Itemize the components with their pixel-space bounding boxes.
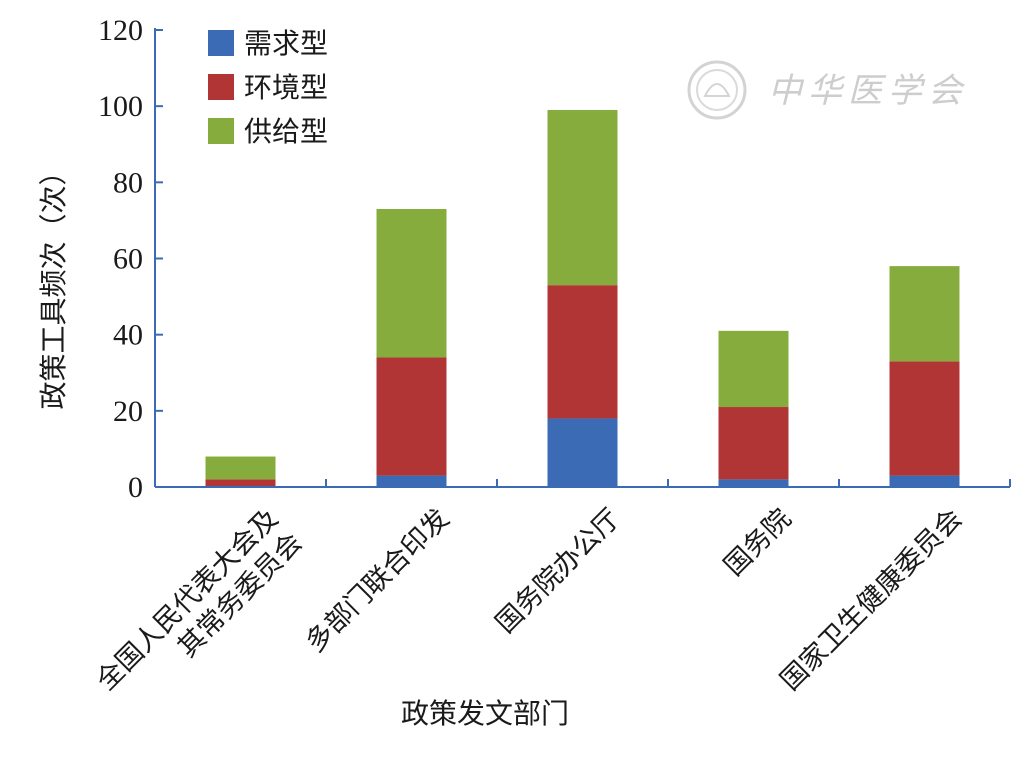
legend-swatch	[208, 74, 234, 100]
legend-label: 环境型	[244, 71, 328, 104]
x-category-label-line: 国家卫生健康委员会	[775, 503, 969, 697]
y-tick-label: 100	[98, 90, 143, 123]
bar-segment	[376, 357, 447, 476]
x-category-label-line: 国务院	[718, 503, 797, 582]
y-tick-label: 20	[113, 395, 143, 428]
bar-segment	[547, 109, 618, 286]
watermark: 中华医学会	[687, 60, 968, 120]
bar-segment	[889, 266, 960, 362]
y-tick-label: 80	[113, 166, 143, 199]
bar-segment	[547, 418, 618, 487]
y-tick-label: 120	[98, 14, 143, 47]
y-tick-label: 60	[113, 243, 143, 276]
bar-segment	[205, 456, 276, 480]
legend-swatch	[208, 30, 234, 56]
bar-segment	[889, 475, 960, 487]
bar-segment	[376, 208, 447, 358]
legend-swatch	[208, 118, 234, 144]
y-tick-label: 40	[113, 319, 143, 352]
legend-label: 需求型	[244, 27, 328, 60]
legend-label: 供给型	[244, 115, 328, 148]
x-category-label-line: 多部门联合印发	[300, 503, 456, 659]
x-category-label: 国家卫生健康委员会	[775, 503, 969, 697]
x-axis-title: 政策发文部门	[401, 697, 569, 730]
x-category-label: 国务院	[718, 503, 797, 582]
watermark-seal-icon	[687, 60, 747, 120]
bar-segment	[376, 475, 447, 487]
bar-segment	[718, 479, 789, 487]
x-category-label-line: 国务院办公厅	[490, 503, 626, 639]
watermark-text: 中华医学会	[768, 71, 968, 111]
bar-segment	[718, 330, 789, 408]
y-axis-title: 政策工具频次（次）	[37, 157, 70, 409]
bar-segment	[718, 407, 789, 480]
x-category-label: 多部门联合印发	[300, 503, 456, 659]
x-category-label: 国务院办公厅	[490, 503, 626, 639]
bar-segment	[547, 285, 618, 419]
bar-segment	[205, 479, 276, 487]
y-tick-label: 0	[128, 471, 143, 504]
bar-segment	[889, 361, 960, 476]
